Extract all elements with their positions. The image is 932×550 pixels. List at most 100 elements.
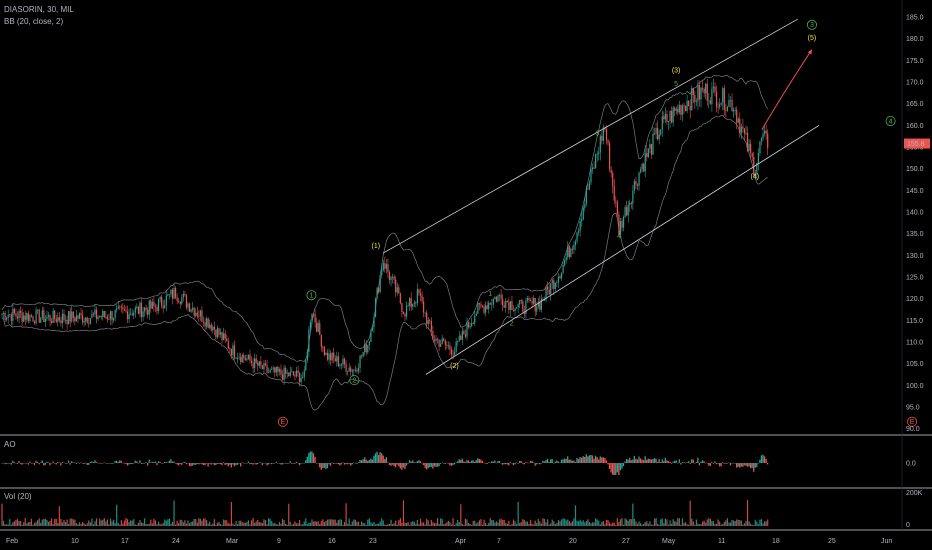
volume-bar	[754, 519, 756, 526]
volume-bar	[10, 524, 12, 526]
ao-bar	[15, 463, 17, 464]
candle-body	[384, 263, 386, 269]
symbol-legend[interactable]: DIASORIN, 30, MIL	[4, 5, 74, 14]
candle-body	[480, 304, 482, 307]
wave-label-circle	[885, 116, 896, 127]
candle-body	[565, 256, 567, 261]
volume-bar	[609, 522, 611, 526]
ao-bar	[339, 463, 341, 466]
candle-body	[151, 301, 153, 309]
ao-bar	[759, 459, 761, 463]
candle-body	[302, 376, 304, 379]
volume-bar	[227, 523, 229, 526]
ao-bar	[253, 462, 256, 464]
ao-bar	[514, 463, 516, 465]
volume-bar	[159, 523, 161, 526]
volume-bar	[500, 518, 502, 526]
ao-bar	[136, 461, 138, 463]
volume-bar	[629, 519, 631, 526]
ao-bar	[430, 463, 432, 467]
price-candles	[1, 78, 769, 387]
wave-label: 3	[595, 131, 599, 138]
candle-body	[390, 277, 392, 280]
ao-bar	[114, 461, 116, 463]
candle-body	[275, 366, 277, 373]
ao-bar	[185, 463, 188, 465]
ao-bar	[691, 459, 693, 463]
candle-body	[130, 313, 132, 315]
volume-bar	[192, 521, 194, 526]
volume-bar	[387, 524, 389, 526]
candle-body	[250, 360, 253, 364]
candle-body	[10, 314, 12, 321]
volume-bar	[60, 518, 62, 526]
candle-body	[94, 309, 96, 315]
candle-body	[660, 129, 662, 135]
volume-bar	[477, 522, 479, 526]
candle-body	[263, 363, 265, 370]
ao-bar	[157, 461, 160, 463]
candle-body	[139, 302, 141, 314]
candle-body	[54, 310, 56, 319]
volume-bar	[209, 521, 211, 526]
candle-body	[88, 322, 90, 324]
ao-bar	[379, 452, 381, 463]
volume-bar	[173, 500, 175, 526]
candle-body	[516, 307, 518, 309]
ao-bar	[58, 462, 60, 463]
volume-bar	[33, 523, 36, 526]
candle-body	[27, 313, 29, 322]
ao-bar	[464, 462, 467, 463]
volume-bar	[404, 522, 406, 526]
candle-body	[671, 110, 673, 123]
volume-bar	[105, 521, 107, 526]
ao-bar	[24, 463, 26, 464]
ao-bar	[125, 463, 127, 465]
volume-bar	[46, 519, 48, 526]
candle-body	[740, 126, 742, 134]
ao-legend[interactable]: AO	[4, 440, 16, 449]
volume-bar	[322, 519, 324, 526]
trend-channel	[382, 18, 820, 375]
ao-bar	[151, 461, 153, 463]
ao-bar	[497, 461, 499, 463]
volume-bar	[37, 520, 39, 526]
volume-bar	[150, 519, 152, 526]
volume-bar	[153, 518, 155, 526]
ao-bar	[43, 463, 45, 466]
volume-bar	[728, 522, 730, 526]
ao-bar	[551, 459, 553, 463]
volume-bar	[294, 521, 296, 526]
volume-bar	[582, 520, 584, 526]
volume-bar	[767, 519, 769, 526]
ao-bar	[670, 463, 673, 464]
ao-bar	[667, 461, 670, 463]
candle-body	[556, 282, 558, 284]
price-axis[interactable]: 185.0180.0175.0170.0165.0160.0155.0150.0…	[904, 15, 930, 530]
volume-bar	[243, 522, 245, 526]
candle-body	[472, 323, 474, 325]
bb-legend[interactable]: BB (20, close, 2)	[4, 17, 64, 26]
volume-bar	[570, 522, 572, 526]
candle-body	[725, 110, 727, 111]
volume-legend[interactable]: Vol (20)	[4, 492, 32, 501]
volume-bar	[85, 524, 87, 526]
candle-body	[739, 118, 741, 134]
candle-body	[32, 316, 34, 322]
time-axis[interactable]: Feb 10 17 24 Mar 9 16 23 Apr 7 20 27 May 11 18 25 Jun	[6, 538, 892, 545]
volume-bar	[368, 518, 370, 526]
volume-bar	[7, 524, 9, 526]
candle-body	[233, 345, 236, 358]
ao-bar	[117, 462, 119, 463]
volume-bar	[667, 524, 670, 526]
candle-body	[46, 316, 48, 319]
ao-bar	[153, 462, 155, 463]
volume-bar	[261, 523, 263, 526]
candle-body	[619, 220, 622, 235]
ao-bar	[613, 463, 615, 475]
ao-bar	[368, 459, 370, 463]
volume-bar	[254, 522, 256, 526]
volume-bar	[452, 518, 454, 526]
ao-bar	[739, 463, 741, 468]
